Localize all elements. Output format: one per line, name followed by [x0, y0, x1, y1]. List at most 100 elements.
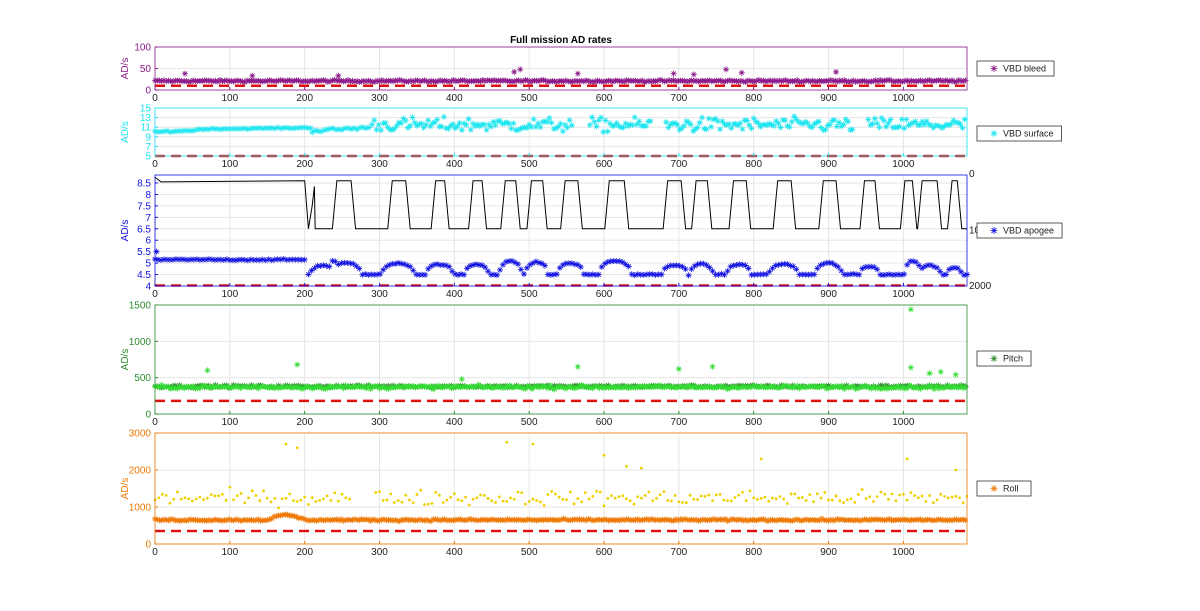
- x-tick-label: 800: [745, 547, 762, 558]
- data-point: [504, 516, 511, 523]
- data-point: [922, 263, 929, 270]
- data-point: [561, 498, 565, 501]
- x-tick-label: 900: [820, 93, 837, 104]
- data-point: [931, 501, 935, 505]
- data-point: [746, 122, 753, 129]
- data-point: [675, 365, 682, 372]
- data-point: [641, 79, 648, 86]
- data-point: [607, 120, 614, 127]
- data-point: [421, 517, 428, 524]
- data-point: [859, 517, 866, 524]
- data-point: [711, 515, 718, 522]
- data-point: [869, 120, 876, 127]
- data-point: [514, 127, 521, 134]
- data-point: [560, 515, 567, 522]
- data-point: [304, 78, 311, 85]
- y-tick-label: 11: [141, 123, 152, 134]
- data-point: [454, 123, 461, 130]
- data-point: [208, 77, 215, 84]
- data-point: [367, 517, 374, 524]
- data-point: [678, 125, 685, 132]
- data-point: [923, 118, 930, 125]
- data-point: [400, 500, 404, 504]
- data-point: [742, 516, 749, 523]
- data-point: [235, 77, 242, 84]
- data-point: [351, 516, 358, 523]
- data-point: [907, 120, 914, 127]
- data-point: [271, 125, 278, 132]
- data-point: [428, 77, 435, 84]
- data-point: [764, 384, 771, 391]
- data-point: [202, 256, 209, 263]
- data-point: [769, 78, 776, 85]
- data-point: [517, 266, 524, 273]
- data-point: [821, 382, 828, 389]
- data-point: [748, 489, 752, 493]
- data-point: [437, 493, 441, 497]
- data-point: [883, 382, 890, 389]
- data-point: [580, 516, 587, 523]
- data-point: [622, 261, 629, 268]
- data-point: [733, 262, 740, 269]
- data-point: [450, 77, 457, 84]
- data-point: [244, 257, 251, 264]
- data-point: [733, 384, 740, 391]
- data-point: [778, 495, 782, 498]
- data-point: [416, 383, 423, 390]
- data-point: [721, 271, 728, 278]
- data-point: [933, 382, 940, 389]
- data-point: [375, 121, 382, 128]
- data-point: [823, 490, 827, 494]
- data-point: [302, 516, 309, 523]
- data-point: [928, 122, 935, 129]
- data-point: [585, 77, 592, 84]
- data-point: [933, 516, 940, 523]
- data-point: [789, 517, 796, 524]
- data-point: [532, 258, 539, 265]
- legend-label: VBD bleed: [1003, 64, 1046, 74]
- data-point: [381, 78, 388, 85]
- data-point: [294, 361, 301, 368]
- data-point: [668, 77, 675, 84]
- data-point: [703, 494, 707, 498]
- data-point: [513, 77, 520, 84]
- data-point: [681, 501, 685, 504]
- data-point: [313, 382, 320, 389]
- data-point: [249, 72, 256, 79]
- data-point: [311, 517, 318, 524]
- data-point: [840, 121, 847, 128]
- x-tick-label: 200: [296, 159, 313, 170]
- data-point: [733, 77, 740, 84]
- data-point: [954, 468, 958, 472]
- data-point: [897, 517, 904, 524]
- data-point: [827, 498, 830, 502]
- data-point: [877, 76, 884, 83]
- data-point: [363, 385, 370, 392]
- data-point: [632, 77, 639, 84]
- data-point: [302, 78, 309, 85]
- data-point: [634, 516, 641, 523]
- data-point: [532, 123, 539, 130]
- data-point: [901, 271, 908, 278]
- data-point: [904, 261, 911, 268]
- data-point: [266, 77, 273, 84]
- x-tick-label: 200: [296, 547, 313, 558]
- data-point: [733, 496, 737, 499]
- data-point: [515, 516, 522, 523]
- data-point: [695, 78, 702, 85]
- data-point: [169, 256, 176, 263]
- data-point: [300, 515, 307, 522]
- data-point: [730, 121, 737, 128]
- x-tick-label: 0: [152, 93, 158, 104]
- data-point: [645, 77, 652, 84]
- data-point: [696, 119, 703, 126]
- data-point: [523, 125, 530, 132]
- data-point: [832, 77, 839, 84]
- data-point: [688, 77, 695, 84]
- data-point: [791, 516, 798, 523]
- data-point: [434, 382, 441, 389]
- x-tick-label: 300: [371, 93, 388, 104]
- data-point: [372, 516, 379, 523]
- data-point: [268, 124, 275, 131]
